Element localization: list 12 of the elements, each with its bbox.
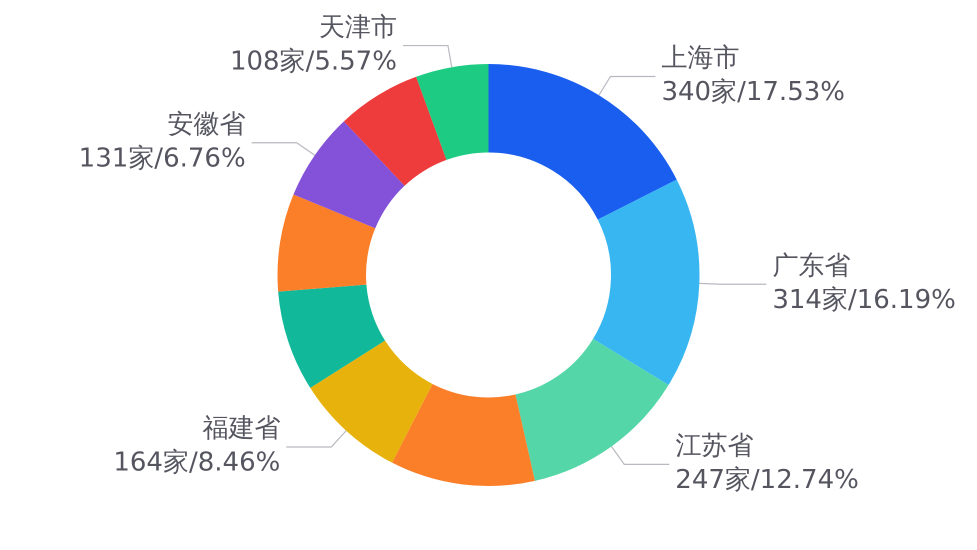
data-label: 340家/17.53% bbox=[661, 77, 845, 108]
slice-label: 江苏省 bbox=[675, 431, 754, 462]
slice-label: 福建省 bbox=[202, 414, 280, 444]
data-label: 131家/6.76% bbox=[78, 144, 246, 174]
slice-label: 上海市 bbox=[661, 43, 740, 74]
slice-label: 天津市 bbox=[318, 12, 397, 42]
data-label: 314家/16.19% bbox=[772, 284, 956, 315]
data-label: 164家/8.46% bbox=[113, 448, 280, 478]
slice-label: 安徽省 bbox=[168, 110, 246, 140]
slice-label: 广东省 bbox=[772, 250, 850, 281]
data-label: 247家/12.74% bbox=[675, 465, 859, 496]
data-label: 108家/5.57% bbox=[230, 46, 397, 76]
